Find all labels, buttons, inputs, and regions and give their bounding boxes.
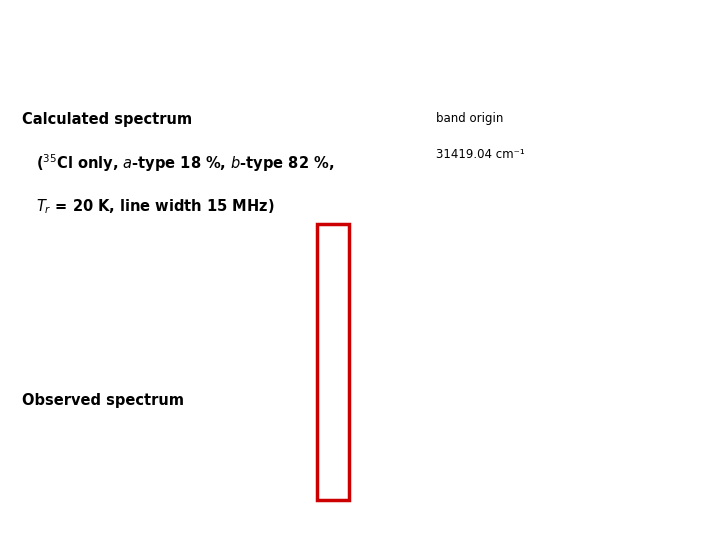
Text: 2-ClN $S_1$←$S_0$ transition: 2-ClN $S_1$←$S_0$ transition <box>253 60 467 82</box>
Text: ($^{35}$Cl only, $a$-type 18 %, $b$-type 82 %,: ($^{35}$Cl only, $a$-type 18 %, $b$-type… <box>36 152 334 174</box>
Text: Observed spectrum: Observed spectrum <box>22 393 184 408</box>
Text: $T_r$ = 20 K, line width 15 MHz): $T_r$ = 20 K, line width 15 MHz) <box>36 197 274 215</box>
Text: Calculated spectrum: Calculated spectrum <box>22 112 192 127</box>
Text: band origin: band origin <box>436 112 503 125</box>
Text: High-resolution fluorescence excitation spectrum of 0-0 band of: High-resolution fluorescence excitation … <box>45 21 675 39</box>
Text: 31419.04 cm⁻¹: 31419.04 cm⁻¹ <box>436 148 524 161</box>
Bar <box>317 224 349 500</box>
